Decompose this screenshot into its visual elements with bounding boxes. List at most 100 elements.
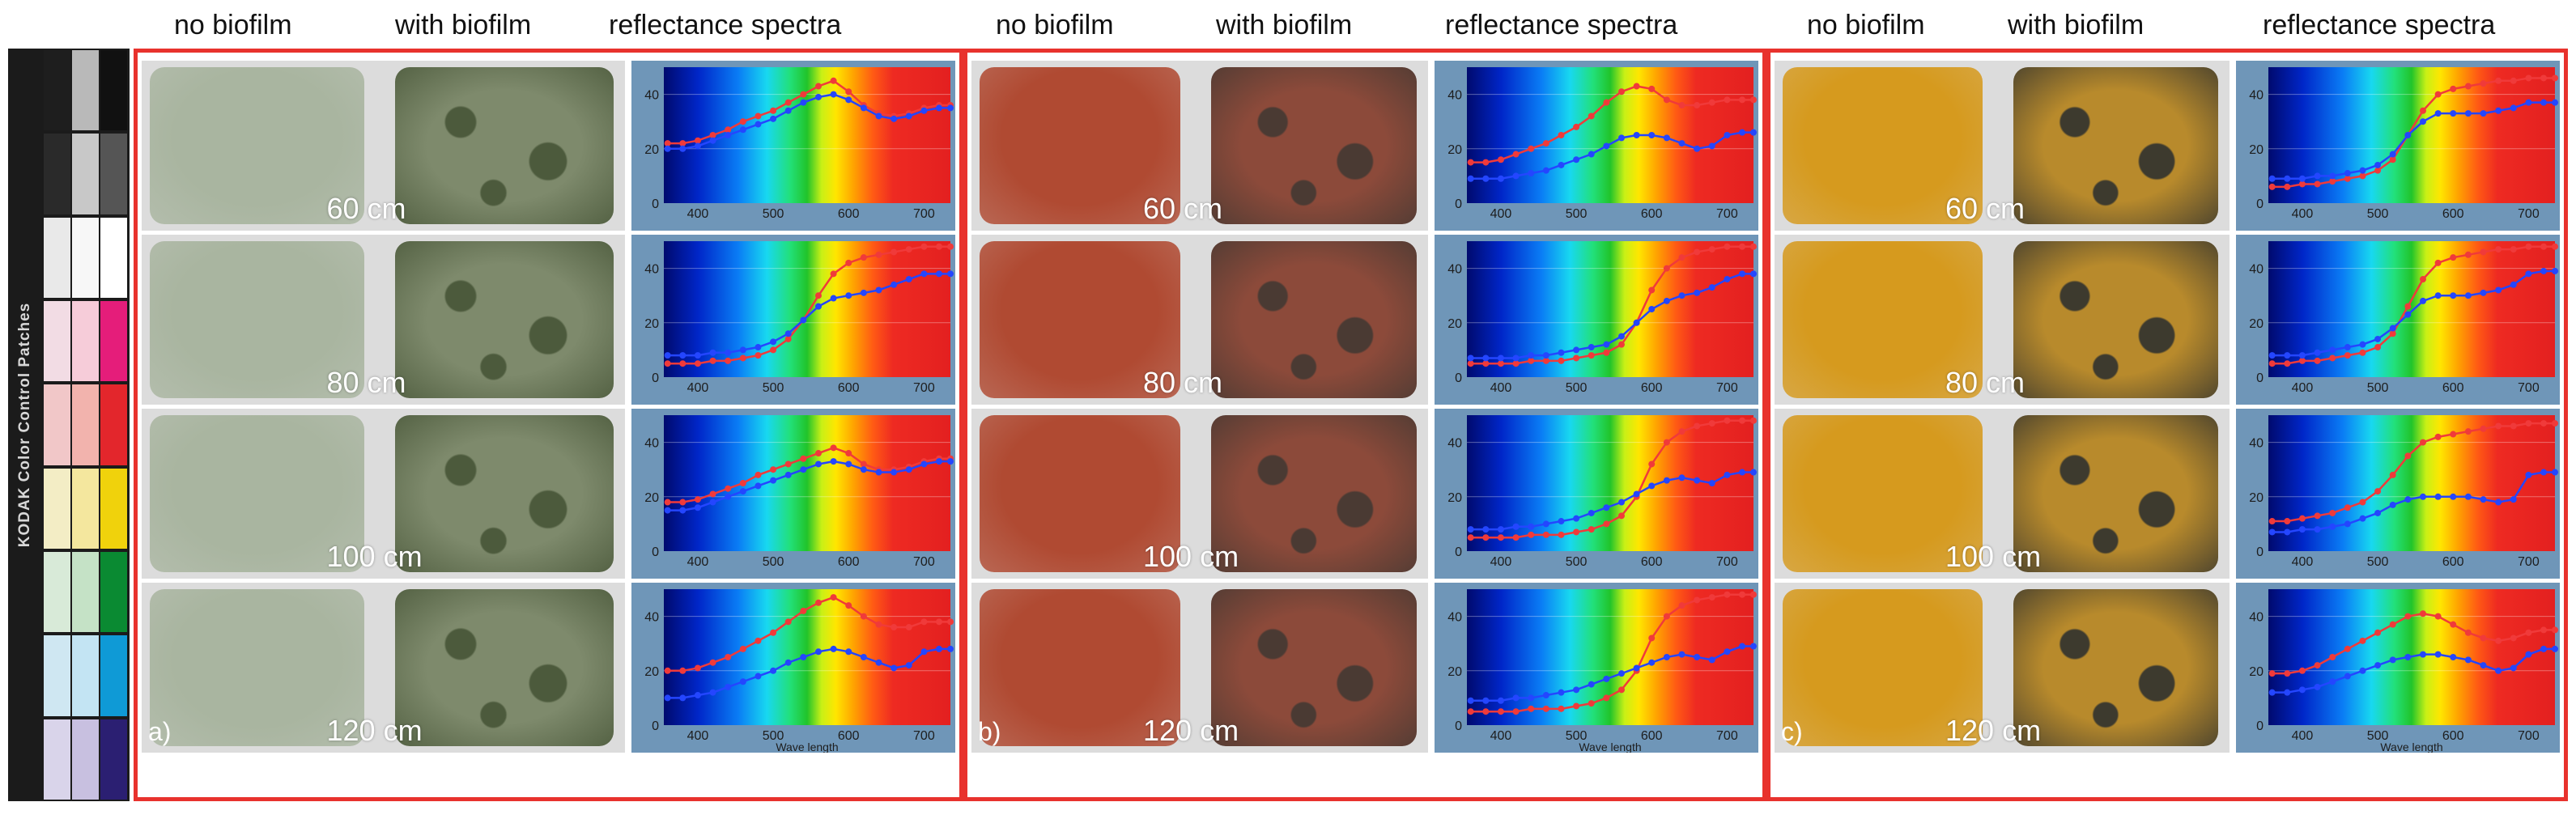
- reflectance-chart: 0 20 40 400 500 600 700 Wave length: [631, 583, 955, 753]
- y-tick-label: 0: [2256, 719, 2264, 733]
- y-tick-label: 0: [1455, 197, 1462, 211]
- data-point: [2359, 499, 2366, 506]
- data-point: [860, 289, 867, 296]
- data-point: [2495, 246, 2502, 253]
- data-point: [905, 276, 912, 283]
- x-tick-label: 600: [838, 207, 860, 221]
- data-point: [1588, 526, 1595, 533]
- data-point: [709, 689, 716, 696]
- data-point: [920, 243, 928, 250]
- distance-label: 60 cm: [1143, 192, 1223, 225]
- panel-letter: a): [148, 717, 172, 746]
- distance-label: 100 cm: [326, 540, 423, 573]
- x-tick-label: 700: [1716, 207, 1738, 221]
- tile-with-biofilm: [1211, 589, 1417, 746]
- data-point: [739, 678, 746, 685]
- tile-with-biofilm: [1211, 241, 1417, 398]
- distance-label: 100 cm: [1945, 540, 2042, 573]
- data-point: [920, 460, 928, 468]
- data-point: [2510, 422, 2517, 430]
- data-point: [2314, 512, 2321, 520]
- data-point: [2329, 654, 2336, 660]
- sample-photo: 120 cm a): [142, 583, 625, 753]
- x-axis-label: Wave length: [776, 740, 838, 753]
- x-tick-label: 600: [1641, 381, 1663, 395]
- data-point: [1512, 172, 1520, 180]
- panel-letter: b): [978, 717, 1001, 746]
- data-point: [1739, 469, 1746, 476]
- data-point: [2419, 297, 2426, 304]
- data-point: [2404, 311, 2412, 318]
- data-point: [2525, 99, 2532, 106]
- tile-no-biofilm: [150, 67, 364, 224]
- data-point: [2419, 118, 2426, 125]
- data-point: [2495, 637, 2502, 644]
- data-point: [1678, 651, 1685, 658]
- x-tick-label: 600: [2442, 555, 2464, 569]
- data-point: [709, 659, 716, 666]
- data-point: [2419, 493, 2426, 500]
- data-point: [1482, 159, 1490, 166]
- data-point: [2298, 526, 2306, 533]
- data-point: [2298, 357, 2306, 364]
- data-point: [1542, 167, 1549, 174]
- x-tick-label: 400: [2292, 381, 2314, 395]
- data-point: [1708, 656, 1715, 664]
- data-point: [1573, 528, 1580, 536]
- y-tick-label: 0: [2256, 545, 2264, 559]
- data-point: [1617, 686, 1625, 694]
- y-tick-label: 20: [2249, 143, 2264, 157]
- data-point: [860, 613, 867, 620]
- data-point: [905, 466, 912, 473]
- color-swatch: [72, 468, 99, 549]
- data-point: [1663, 134, 1670, 142]
- data-point: [2419, 107, 2426, 114]
- data-point: [2284, 670, 2291, 677]
- x-axis-label: Wave length: [2380, 740, 2442, 753]
- data-point: [845, 450, 852, 457]
- y-tick-label: 40: [644, 437, 659, 451]
- color-swatch: [44, 635, 70, 716]
- kodak-color-chart: KODAK Color Control Patches: [8, 49, 130, 801]
- data-point: [1724, 276, 1731, 283]
- data-point: [845, 292, 852, 299]
- tile-with-biofilm: [2013, 589, 2218, 746]
- data-point: [1750, 270, 1757, 278]
- data-point: [1739, 243, 1746, 250]
- data-point: [725, 654, 732, 660]
- data-point: [2464, 629, 2472, 636]
- tile-no-biofilm: [980, 241, 1180, 398]
- data-point: [1724, 243, 1731, 250]
- data-point: [2284, 360, 2291, 367]
- data-point: [2344, 170, 2351, 177]
- tile-with-biofilm: [394, 67, 614, 224]
- data-point: [2344, 645, 2351, 652]
- data-point: [2495, 422, 2502, 430]
- data-point: [1708, 284, 1715, 291]
- x-tick-label: 700: [2518, 729, 2540, 743]
- data-point: [830, 444, 837, 452]
- data-point: [800, 607, 807, 614]
- data-point: [845, 460, 852, 468]
- color-swatch: [100, 301, 127, 382]
- data-point: [1633, 319, 1640, 326]
- data-point: [2464, 251, 2472, 258]
- data-point: [784, 618, 792, 626]
- data-point: [770, 107, 777, 114]
- data-point: [1542, 531, 1549, 538]
- data-point: [664, 140, 671, 147]
- data-point: [679, 140, 687, 147]
- data-point: [2268, 528, 2276, 536]
- data-point: [1512, 360, 1520, 367]
- data-point: [1603, 142, 1610, 150]
- data-point: [1467, 534, 1474, 541]
- y-tick-label: 40: [2249, 437, 2264, 451]
- data-point: [2344, 520, 2351, 528]
- tile-no-biofilm: [150, 241, 364, 398]
- data-point: [2480, 289, 2487, 296]
- x-tick-label: 600: [2442, 729, 2464, 743]
- sample-photo: 100 cm: [142, 409, 625, 579]
- x-tick-label: 700: [2518, 555, 2540, 569]
- tile-no-biofilm: [1783, 67, 1983, 224]
- data-point: [1588, 344, 1595, 351]
